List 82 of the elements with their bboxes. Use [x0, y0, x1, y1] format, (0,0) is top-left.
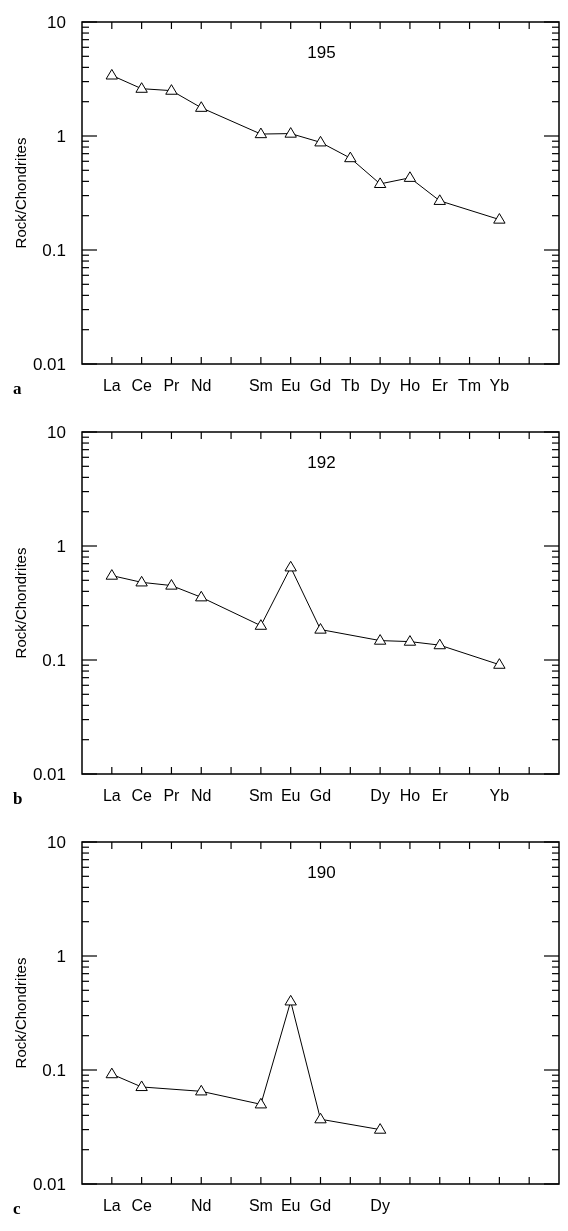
- y-tick-label: 1: [56, 946, 66, 966]
- point: [135, 575, 148, 587]
- point: [254, 1097, 268, 1109]
- point: [344, 151, 357, 163]
- point: [314, 135, 327, 147]
- point: [493, 213, 506, 224]
- y-tick-label: 0.1: [42, 240, 66, 260]
- y-tick-label: 0.01: [32, 354, 66, 374]
- y-tick-label: 10: [47, 12, 66, 32]
- x-tick-label: Sm: [248, 787, 273, 804]
- x-tick-label: Dy: [370, 1197, 390, 1214]
- point: [403, 635, 417, 646]
- x-tick-label: Nd: [191, 1197, 212, 1214]
- x-tick-label: Yb: [489, 787, 510, 804]
- y-tick-label: 0.1: [42, 650, 66, 670]
- y-axis-title: Rock/Chondrites: [12, 547, 29, 659]
- x-tick-label: Nd: [191, 377, 212, 394]
- point: [493, 658, 506, 669]
- x-tick-label: Tb: [340, 377, 360, 394]
- x-tick-label: Eu: [280, 787, 301, 804]
- x-tick-label: Eu: [280, 377, 301, 394]
- point: [165, 579, 178, 590]
- x-tick-label: Gd: [309, 787, 332, 804]
- x-tick-label: Pr: [163, 377, 181, 394]
- point: [314, 1112, 327, 1124]
- point: [373, 634, 387, 645]
- x-tick-label: Dy: [370, 377, 390, 394]
- point: [254, 127, 268, 139]
- point: [195, 1084, 208, 1096]
- text: 192: [307, 453, 336, 472]
- y-tick-label: 10: [47, 832, 66, 852]
- point: [254, 619, 268, 630]
- point: [195, 590, 208, 602]
- x-tick-label: Er: [431, 377, 449, 394]
- point: [165, 84, 178, 95]
- x-tick-label: Ho: [399, 377, 421, 394]
- y-tick-label: 1: [56, 536, 66, 556]
- text: c: [13, 1199, 21, 1218]
- point: [105, 68, 119, 80]
- x-tick-label: Gd: [309, 1197, 332, 1214]
- point: [284, 994, 297, 1006]
- x-tick-label: Ho: [399, 787, 421, 804]
- point: [373, 1123, 387, 1134]
- point: [433, 194, 446, 205]
- text: 195: [307, 43, 336, 62]
- point: [284, 127, 297, 138]
- x-tick-label: Gd: [309, 377, 332, 394]
- y-tick-label: 0.01: [32, 1174, 66, 1194]
- y-tick-label: 0.01: [32, 764, 66, 784]
- x-tick-label: Pr: [163, 787, 181, 804]
- text: b: [13, 789, 23, 808]
- text: a: [13, 379, 22, 398]
- x-tick-label: Nd: [191, 787, 212, 804]
- y-axis-title: Rock/Chondrites: [12, 957, 29, 1069]
- y-axis-title: Rock/Chondrites: [12, 137, 29, 249]
- y-tick-label: 1: [56, 126, 66, 146]
- point: [433, 638, 446, 650]
- x-tick-label: Yb: [489, 377, 510, 394]
- x-tick-label: Dy: [370, 787, 390, 804]
- x-tick-label: La: [102, 787, 121, 804]
- y-tick-label: 10: [47, 422, 66, 442]
- point: [135, 82, 148, 93]
- point: [284, 560, 297, 572]
- x-tick-label: Eu: [280, 1197, 301, 1214]
- x-tick-label: Sm: [248, 377, 273, 394]
- x-tick-label: Er: [431, 787, 449, 804]
- x-tick-label: Ce: [131, 377, 152, 394]
- x-tick-label: La: [102, 1197, 121, 1214]
- point: [135, 1080, 148, 1092]
- x-tick-label: Ce: [131, 1197, 152, 1214]
- y-tick-label: 0.1: [42, 1060, 66, 1080]
- point: [314, 623, 327, 634]
- text: 190: [307, 863, 336, 882]
- point: [105, 569, 119, 580]
- point: [373, 177, 387, 188]
- x-tick-label: Sm: [248, 1197, 273, 1214]
- point: [195, 101, 208, 112]
- x-tick-label: Ce: [131, 787, 152, 804]
- x-tick-label: La: [102, 377, 121, 394]
- x-tick-label: Tm: [458, 377, 482, 394]
- point: [105, 1067, 119, 1079]
- point: [403, 171, 417, 182]
